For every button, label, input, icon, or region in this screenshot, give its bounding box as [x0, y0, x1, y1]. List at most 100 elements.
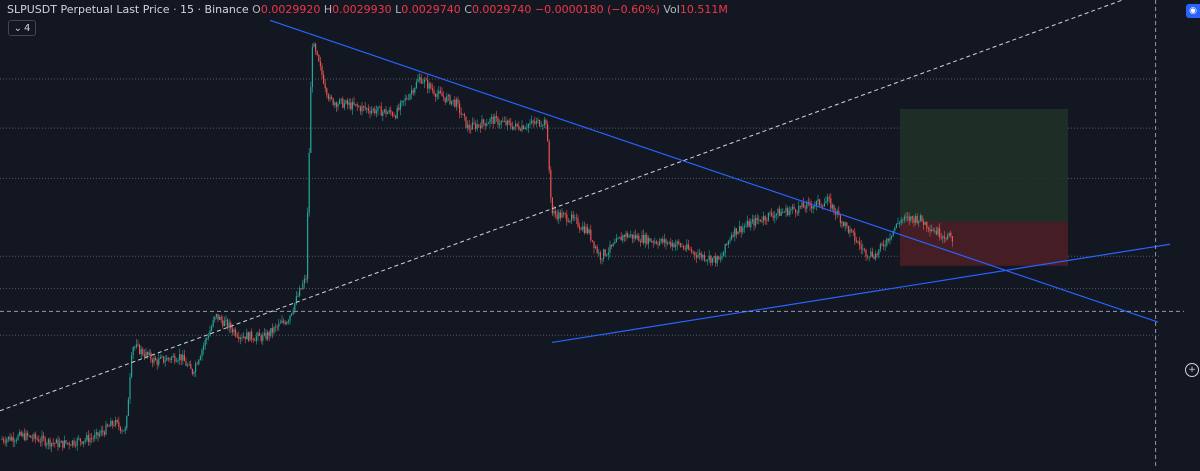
- candle-body: [542, 125, 544, 127]
- candle-body: [305, 278, 307, 280]
- candle-body: [403, 100, 405, 102]
- candle-body: [67, 442, 69, 444]
- candle-body: [769, 212, 771, 214]
- candle-body: [545, 119, 547, 125]
- candle-body: [863, 248, 865, 250]
- candle-body: [556, 214, 558, 220]
- plus-circle-icon[interactable]: +: [1185, 363, 1199, 377]
- volume-label: Vol: [663, 3, 680, 16]
- candle-body: [633, 234, 635, 239]
- candle-body: [894, 227, 896, 231]
- candle-body: [911, 216, 913, 219]
- candle-body: [425, 79, 427, 81]
- indicator-collapse-button[interactable]: ⌄ 4: [8, 20, 36, 36]
- open-value: 0.0029920: [260, 3, 321, 16]
- candle-body: [617, 238, 619, 239]
- candle-body: [940, 236, 942, 238]
- candle-body: [521, 125, 523, 131]
- chart-legend: SLPUSDT Perpetual Last Price · 15 · Bina…: [7, 3, 728, 16]
- candle-body: [644, 234, 646, 244]
- candle-body: [404, 98, 406, 101]
- candle-body: [95, 432, 97, 435]
- candle-body: [28, 435, 30, 437]
- candle-body: [889, 237, 891, 241]
- candle-body: [137, 344, 139, 346]
- candle-body: [627, 233, 629, 238]
- candle-body: [113, 425, 115, 426]
- candle-body: [812, 206, 814, 209]
- candle-body: [614, 242, 616, 244]
- candle-body: [611, 244, 613, 247]
- candle-body: [935, 230, 937, 235]
- eye-icon[interactable]: ◉: [1186, 4, 1200, 18]
- candle-body: [284, 322, 286, 325]
- candle-body: [172, 355, 174, 358]
- candle-body: [892, 230, 894, 236]
- candle-body: [598, 252, 600, 254]
- candle-body: [492, 116, 494, 124]
- candle-body: [430, 83, 432, 89]
- candle-body: [131, 355, 133, 378]
- candle-body: [755, 217, 757, 226]
- candle-body: [60, 440, 62, 443]
- candle-body: [132, 347, 134, 356]
- candle-body: [673, 243, 675, 248]
- candle-body: [518, 125, 520, 130]
- candle-body: [881, 244, 883, 245]
- candle-body: [772, 215, 774, 218]
- candle-body: [799, 205, 801, 207]
- symbol-title[interactable]: SLPUSDT Perpetual Last Price · 15 · Bina…: [7, 3, 249, 16]
- candle-body: [273, 327, 275, 333]
- candle-body: [339, 99, 341, 104]
- candle-body: [377, 106, 379, 111]
- candle-body: [59, 442, 61, 448]
- candle-body: [804, 207, 806, 209]
- candle-body: [350, 102, 352, 110]
- candle-body: [195, 363, 197, 372]
- candle-body: [843, 221, 845, 227]
- candle-body: [780, 211, 782, 216]
- candle-body: [927, 227, 929, 230]
- candle-body: [686, 244, 688, 250]
- candle-body: [631, 234, 633, 239]
- candle-body: [851, 229, 853, 231]
- candle-body: [207, 336, 209, 339]
- candle-body: [918, 220, 920, 223]
- profit-zone: [900, 108, 1068, 222]
- candle-body: [563, 213, 565, 215]
- candle-body: [879, 244, 881, 250]
- candle-body: [382, 111, 384, 116]
- change-value: −0.0000180 (−0.60%): [534, 3, 660, 16]
- candle-body: [681, 246, 683, 247]
- candle-body: [337, 103, 339, 107]
- candle-body: [807, 201, 809, 203]
- candle-body: [839, 215, 841, 224]
- candle-body: [463, 113, 465, 117]
- candle-body: [177, 359, 179, 362]
- candle-body: [428, 83, 430, 89]
- candle-body: [694, 252, 696, 256]
- candle-body: [135, 344, 137, 347]
- candle-body: [163, 356, 165, 363]
- candle-body: [291, 313, 293, 316]
- candle-body: [558, 212, 560, 220]
- candle-body: [761, 221, 763, 223]
- candle-body: [702, 254, 704, 258]
- candle-body: [51, 442, 53, 447]
- candle-body: [937, 228, 939, 235]
- candle-body: [211, 326, 213, 331]
- candle-body: [491, 116, 493, 119]
- candle-body: [383, 109, 385, 112]
- candle-body: [601, 258, 603, 260]
- candle-body: [332, 98, 334, 105]
- candle-body: [175, 361, 177, 362]
- dashed-support-trendline: [0, 0, 1125, 412]
- candle-body: [252, 338, 254, 341]
- candle-body: [297, 295, 299, 297]
- candle-body: [247, 332, 249, 341]
- candle-body: [487, 122, 489, 124]
- candle-body: [209, 330, 211, 337]
- candle-body: [401, 100, 403, 103]
